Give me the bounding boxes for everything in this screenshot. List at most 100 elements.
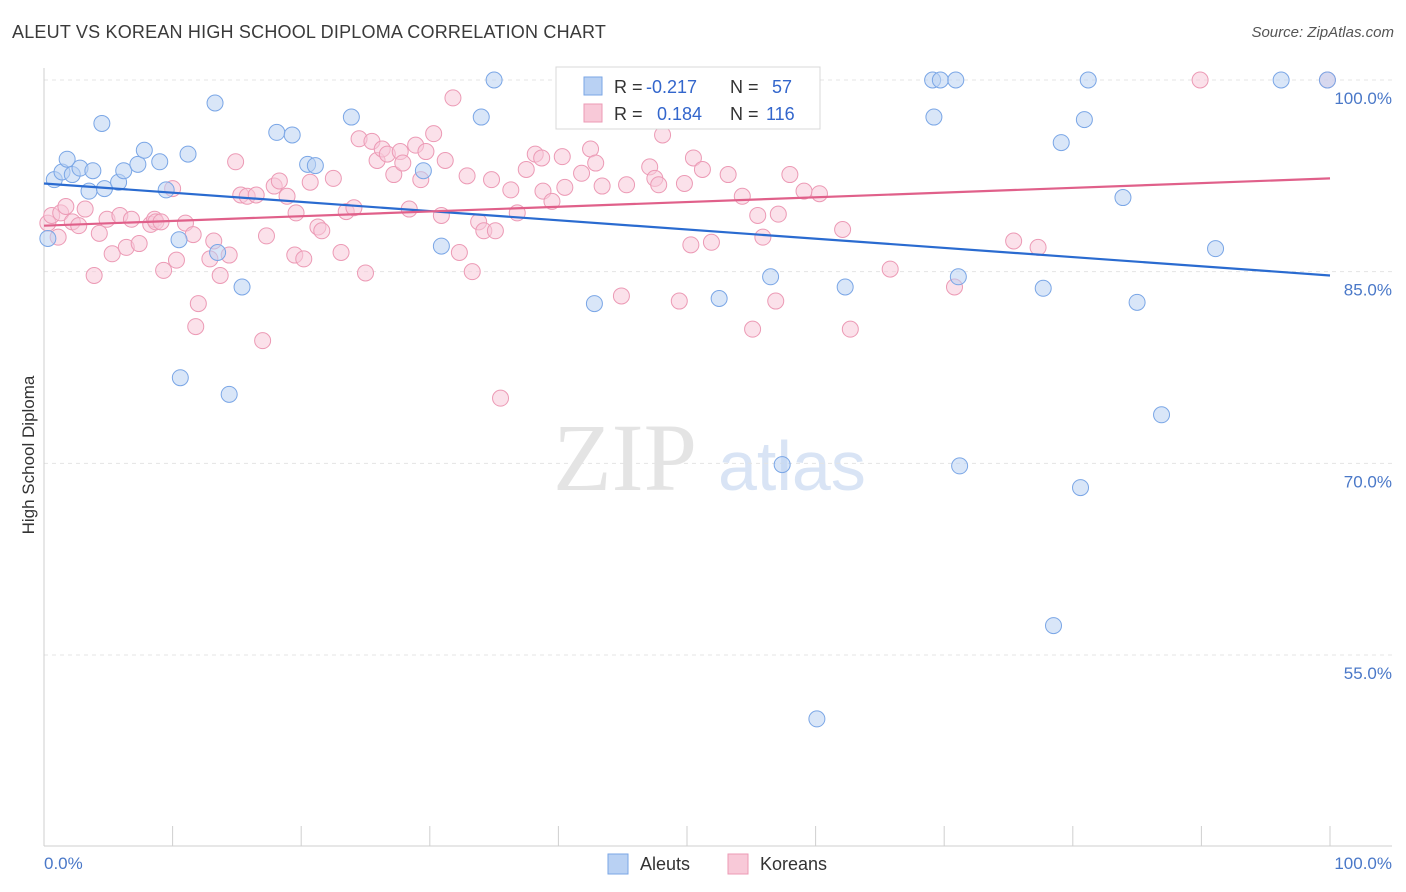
koreans-point-112: [841, 320, 859, 338]
koreans-point-82: [553, 148, 571, 166]
koreans-point-35: [254, 332, 272, 350]
koreans-point-47: [332, 244, 350, 261]
koreans-point-45: [313, 222, 331, 240]
aleuts-point-42: [931, 71, 949, 89]
aleuts-point-54: [1153, 406, 1171, 424]
koreans-point-14: [122, 210, 140, 228]
koreans-point-68: [458, 167, 476, 185]
koreans-point-101: [719, 166, 737, 184]
aleuts-point-15: [157, 181, 175, 199]
aleuts-point-45: [951, 457, 969, 475]
koreans-point-116: [1029, 238, 1047, 256]
legend-r-value-koreans: 0.184: [657, 104, 702, 124]
aleuts-point-57: [1318, 71, 1336, 89]
aleuts-point-53: [1128, 293, 1146, 311]
aleuts-point-36: [762, 268, 780, 286]
y-tick-labels: 100.0% 85.0% 70.0% 55.0%: [1334, 89, 1392, 683]
aleuts-point-29: [432, 237, 450, 255]
koreans-point-75: [502, 181, 520, 199]
bottom-legend-label-koreans: Koreans: [760, 854, 827, 874]
aleuts-point-27: [342, 108, 360, 126]
koreans-point-46: [324, 169, 342, 187]
aleuts-point-52: [1114, 189, 1132, 207]
koreans-point-26: [189, 295, 207, 313]
koreans-point-103: [744, 320, 762, 338]
koreans-point-67: [450, 244, 468, 261]
aleuts-point-22: [233, 278, 251, 296]
series-legend: Aleuts Koreans: [607, 853, 827, 875]
chart-title: ALEUT VS KOREAN HIGH SCHOOL DIPLOMA CORR…: [12, 22, 607, 42]
legend-n-value-koreans: 116: [766, 104, 795, 124]
koreans-point-95: [670, 292, 688, 310]
aleuts-point-13: [135, 141, 153, 159]
koreans-point-81: [543, 192, 561, 210]
koreans-point-79: [533, 149, 551, 167]
koreans-point-98: [684, 149, 702, 167]
y-tick-label-0: 100.0%: [1334, 89, 1392, 108]
aleuts-point-34: [710, 290, 728, 307]
koreans-point-88: [593, 177, 611, 195]
aleuts-trend-line: [43, 182, 1331, 277]
aleuts-point-26: [306, 157, 324, 175]
koreans-point-96: [675, 175, 693, 192]
koreans-point-20: [155, 261, 173, 279]
aleuts-point-31: [485, 71, 503, 89]
koreans-point-104: [749, 206, 767, 224]
koreans-point-85: [573, 164, 591, 182]
koreans-point-93: [650, 176, 668, 194]
koreans-point-115: [1005, 232, 1023, 250]
watermark-atlas: atlas: [718, 427, 866, 505]
legend-r-value-aleuts: -0.217: [646, 77, 697, 97]
aleuts-point-3: [58, 150, 76, 168]
aleuts-point-8: [93, 114, 111, 132]
y-tick-label-2: 70.0%: [1344, 472, 1392, 491]
bottom-legend-swatch-aleuts: [607, 853, 629, 875]
y-tick-label-1: 85.0%: [1344, 281, 1392, 300]
trend-lines: [43, 177, 1331, 277]
koreans-point-29: [211, 267, 229, 284]
koreans-point-100: [702, 233, 720, 251]
koreans-trend-line: [43, 177, 1331, 227]
aleuts-point-48: [1052, 134, 1070, 152]
koreans-point-117: [1191, 71, 1209, 89]
legend-swatch-aleuts: [583, 76, 603, 96]
koreans-point-108: [781, 166, 799, 184]
koreans-point-8: [85, 267, 103, 284]
koreans-point-73: [486, 222, 504, 240]
aleuts-point-56: [1272, 71, 1290, 89]
aleuts-point-44: [949, 268, 967, 286]
aleuts-point-23: [268, 123, 286, 141]
legend-r-label-koreans: R =: [614, 104, 643, 124]
legend-swatch-koreans: [583, 103, 603, 123]
koreans-point-24: [184, 226, 202, 244]
aleuts-point-30: [472, 108, 490, 126]
aleuts-point-49: [1072, 479, 1090, 497]
aleuts-point-28: [414, 162, 432, 180]
koreans-point-106: [767, 292, 785, 310]
koreans-point-102: [733, 187, 751, 205]
aleuts-point-55: [1207, 240, 1225, 258]
koreans-point-4: [57, 198, 75, 215]
koreans-point-38: [270, 172, 288, 190]
koreans-point-41: [287, 204, 305, 222]
koreans-point-15: [130, 235, 148, 253]
koreans-point-97: [682, 236, 700, 254]
koreans-point-110: [810, 185, 828, 203]
koreans-point-63: [425, 125, 443, 143]
koreans-point-43: [301, 173, 319, 191]
stats-legend: R = -0.217 N = 57 R = 0.184 N = 116: [555, 66, 821, 130]
bottom-legend-swatch-koreans: [727, 853, 749, 875]
legend-n-label-aleuts: N =: [730, 77, 759, 97]
aleuts-point-14: [151, 153, 169, 171]
gridlines: [44, 79, 1392, 656]
aleuts-point-11: [115, 162, 133, 180]
aleuts-point-20: [209, 244, 227, 261]
koreans-point-99: [693, 160, 711, 178]
koreans-point-42: [295, 250, 313, 268]
koreans-point-77: [517, 160, 535, 178]
koreans-point-74: [492, 389, 510, 407]
koreans-point-62: [417, 143, 435, 161]
aleuts-point-7: [84, 162, 102, 180]
legend-n-label-koreans: N =: [730, 104, 759, 124]
koreans-point-87: [587, 154, 605, 172]
